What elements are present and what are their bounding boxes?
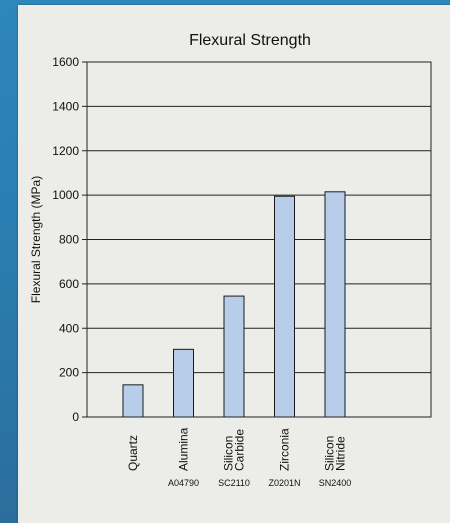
- bar: [223, 295, 245, 418]
- x-product-code: SC2110: [218, 478, 250, 488]
- bar: [173, 348, 194, 418]
- bar: [324, 191, 346, 418]
- bars: [122, 191, 346, 418]
- x-category-label: Silicon: [323, 436, 337, 471]
- y-tick-label: 0: [72, 410, 79, 424]
- x-product-code: SN2400: [319, 478, 352, 488]
- y-tick-label: 600: [59, 277, 79, 291]
- y-tick-label: 1200: [52, 144, 79, 158]
- x-category-label: Nitride: [334, 436, 348, 471]
- bar: [274, 195, 295, 418]
- x-product-code: A04790: [168, 478, 199, 488]
- plot-area-frame: [86, 61, 432, 418]
- x-category-label: Silicon: [222, 436, 236, 471]
- chart-title: Flexural Strength: [189, 32, 311, 49]
- grid-lines: [87, 61, 431, 418]
- bar-chart: Flexural Strength 0 200 400 600 800 1000 1200 1…: [29, 32, 432, 488]
- chart-panel: Flexural Strength 0 200 400 600 800 1000 1200 1…: [18, 5, 450, 523]
- x-category-label: Carbide: [233, 429, 247, 471]
- x-product-code: Z0201N: [268, 478, 300, 488]
- x-category-label: Alumina: [177, 427, 191, 471]
- y-tick-label: 1400: [52, 99, 79, 113]
- y-tick-label: 400: [59, 321, 79, 335]
- x-category-label: Zirconia: [278, 428, 292, 471]
- x-category-label: Quartz: [126, 435, 140, 471]
- y-axis-label: Flexural Strength (MPa): [29, 176, 43, 303]
- bar: [122, 384, 144, 418]
- y-tick-label: 1000: [52, 188, 79, 202]
- y-tick-label: 200: [59, 366, 79, 380]
- y-tick-label: 800: [59, 233, 79, 247]
- y-axis-ticks: 0 200 400 600 800 1000 1200 1400 1600: [52, 55, 87, 424]
- x-axis-labels: Quartz AluminaA04790SiliconCarbideSC2110Z…: [126, 427, 351, 488]
- y-tick-label: 1600: [52, 55, 79, 69]
